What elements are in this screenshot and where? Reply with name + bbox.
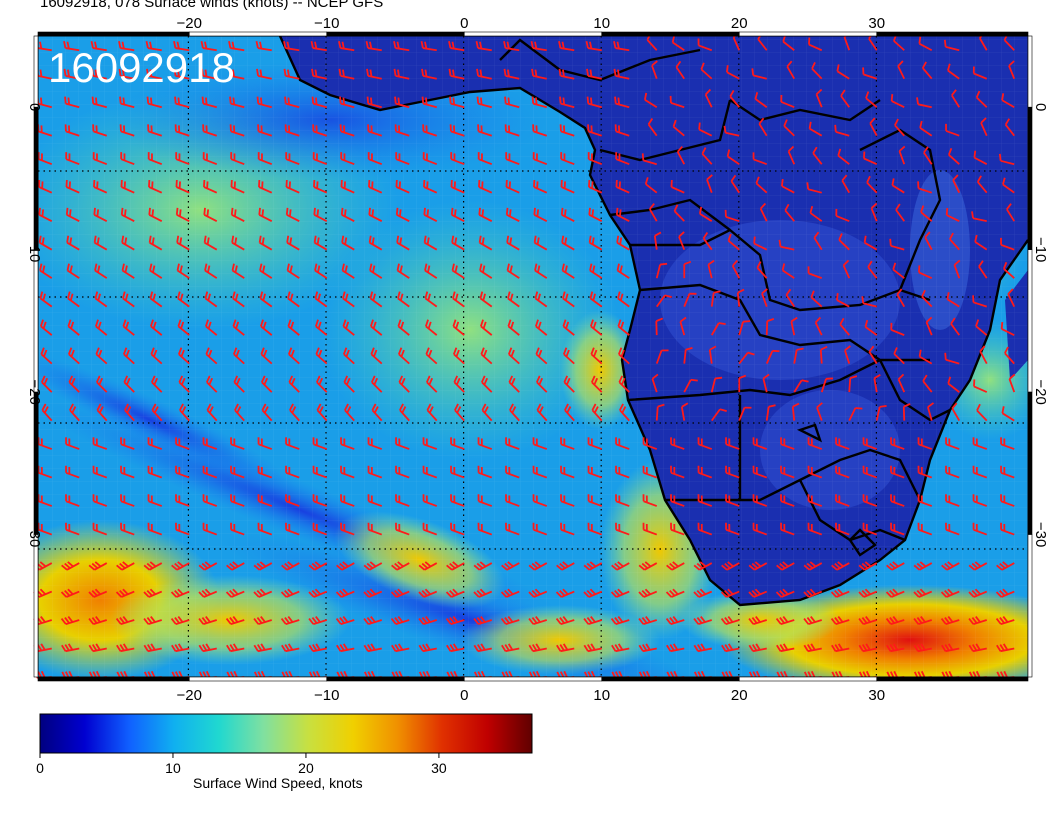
lat-tick-label-left: −10 — [26, 237, 43, 262]
lon-labels-bottom: −20 −10 0 10 20 30 — [177, 687, 886, 704]
lat-tick-label-right: −20 — [1032, 379, 1049, 404]
lon-tick-label-top: −20 — [177, 15, 202, 32]
colorbar-tick-label: 0 — [36, 760, 44, 776]
lat-labels-right: 0 −10 −20 −30 — [1032, 103, 1049, 547]
colorbar-tick-label: 30 — [431, 760, 447, 776]
lat-tick-label-left: 0 — [26, 103, 43, 111]
lat-tick-label-left: −20 — [26, 379, 43, 404]
lon-labels-top: −20 −10 0 10 20 30 — [177, 15, 886, 32]
lon-tick-label-bottom: 10 — [593, 687, 610, 704]
lon-tick-label-top: −10 — [314, 15, 339, 32]
axis-frame — [33, 31, 1033, 682]
lon-tick-label-top: 30 — [868, 15, 885, 32]
lon-tick-label-bottom: −20 — [177, 687, 202, 704]
colorbar-ticks: 0 10 20 30 — [36, 753, 447, 776]
colorbar-label: Surface Wind Speed, knots — [193, 775, 363, 791]
colorbar-tick-label: 10 — [165, 760, 181, 776]
lat-tick-label-right: 0 — [1032, 103, 1049, 111]
date-stamp: 16092918 — [48, 44, 235, 91]
lon-tick-label-bottom: 20 — [731, 687, 748, 704]
lon-tick-label-bottom: 30 — [868, 687, 885, 704]
lat-tick-label-left: −30 — [26, 522, 43, 547]
lon-tick-label-top: 0 — [460, 15, 468, 32]
lon-tick-label-bottom: 0 — [460, 687, 468, 704]
lon-tick-label-top: 20 — [731, 15, 748, 32]
lon-tick-label-top: 10 — [593, 15, 610, 32]
map-title: 16092918, 078 Surface winds (knots) -- N… — [40, 0, 384, 11]
lat-tick-label-right: −30 — [1032, 522, 1049, 547]
lon-tick-label-bottom: −10 — [314, 687, 339, 704]
lat-labels-left: 0 −10 −20 −30 — [26, 103, 43, 547]
wind-speed-field — [38, 36, 1028, 677]
lat-tick-label-right: −10 — [1032, 237, 1049, 262]
colorbar-tick-label: 20 — [298, 760, 314, 776]
colorbar — [39, 713, 533, 754]
